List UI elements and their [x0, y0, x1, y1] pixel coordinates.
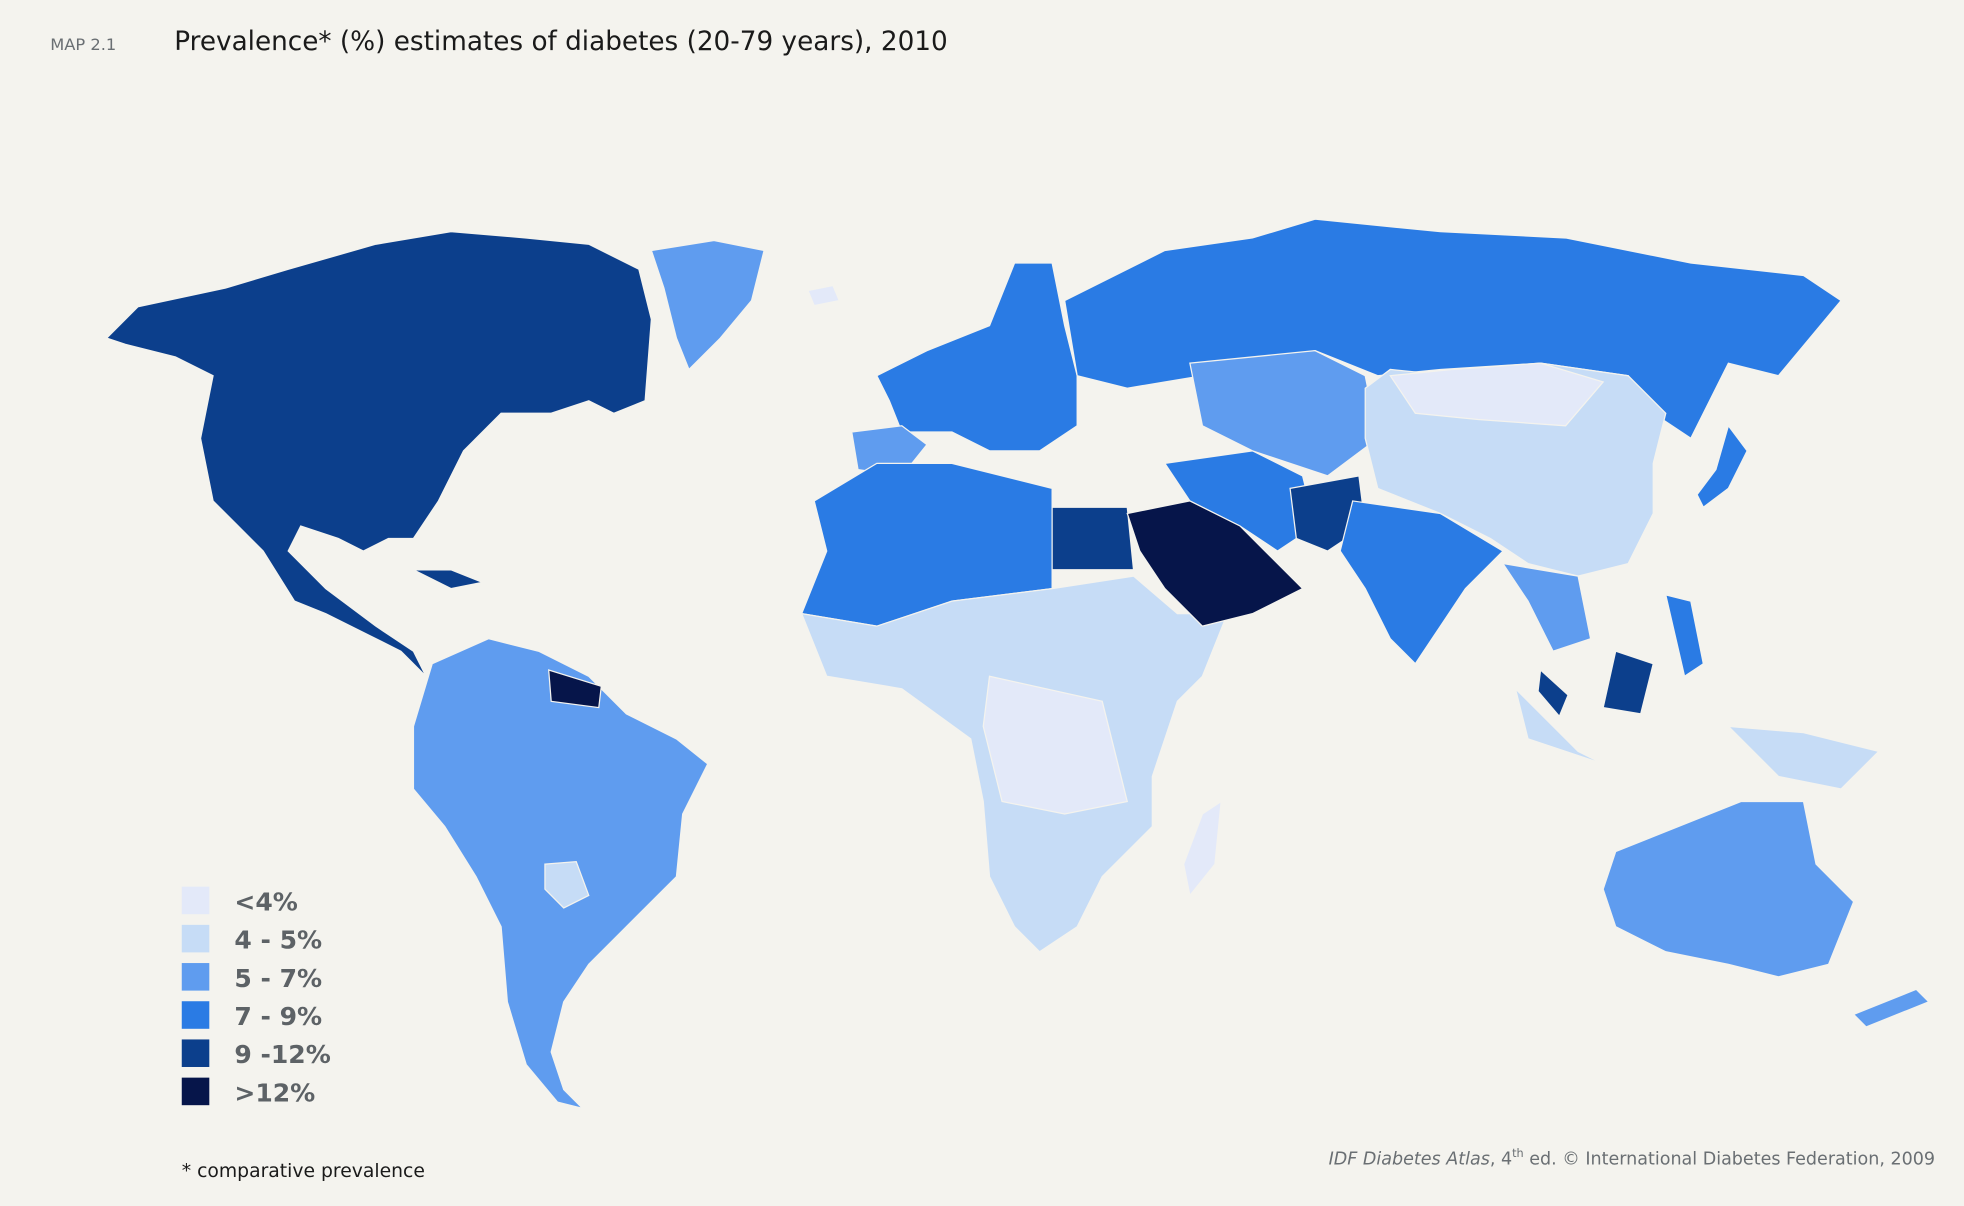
- north-america: [105, 231, 653, 677]
- central-africa: [982, 675, 1129, 815]
- source-edition-suffix: th: [1512, 1147, 1524, 1160]
- borneo: [1602, 650, 1655, 715]
- central-asia: [1189, 350, 1379, 477]
- legend-label: <4%: [234, 887, 297, 916]
- malaysia: [1537, 668, 1569, 718]
- source-publication: IDF Diabetes Atlas: [1329, 1150, 1490, 1170]
- guianas: [547, 669, 602, 709]
- arabia: [1126, 500, 1304, 627]
- legend-label: >12%: [234, 1078, 315, 1107]
- legend: <4% 4 - 5% 5 - 7% 7 - 9% 9 -12% >12%: [181, 886, 331, 1107]
- source-edition: , 4: [1490, 1150, 1512, 1170]
- legend-swatch: [181, 1077, 210, 1106]
- map-title: Prevalence* (%) estimates of diabetes (2…: [174, 27, 948, 57]
- legend-swatch: [181, 1039, 210, 1067]
- footnote: * comparative prevalence: [182, 1161, 425, 1182]
- legend-label: 9 -12%: [234, 1040, 330, 1069]
- iceland: [807, 284, 841, 307]
- philippines: [1664, 594, 1705, 678]
- indonesia: [1514, 686, 1604, 765]
- legend-swatch: [181, 924, 210, 953]
- source: IDF Diabetes Atlas, 4th ed. © Internatio…: [1329, 1147, 1935, 1170]
- new-zealand: [1852, 988, 1930, 1028]
- australia: [1602, 800, 1855, 978]
- legend-swatch: [181, 1001, 210, 1029]
- legend-label: 5 - 7%: [234, 964, 322, 993]
- southeast-asia: [1501, 562, 1592, 652]
- mongolia: [1389, 362, 1605, 427]
- caribbean: [413, 569, 485, 590]
- greenland: [650, 239, 765, 371]
- source-rest: ed. © International Diabetes Federation,…: [1524, 1150, 1935, 1170]
- map-number: MAP 2.1: [50, 35, 116, 54]
- legend-swatch: [181, 963, 210, 991]
- egypt: [1051, 506, 1135, 571]
- new-guinea: [1726, 725, 1880, 790]
- legend-label: 4 - 5%: [234, 926, 322, 955]
- legend-swatch: [181, 886, 210, 915]
- paraguay: [544, 860, 590, 909]
- madagascar: [1182, 800, 1222, 897]
- europe: [875, 262, 1078, 452]
- land-masses: [105, 218, 1930, 1110]
- legend-label: 7 - 9%: [234, 1002, 322, 1031]
- japan: [1696, 424, 1748, 509]
- india: [1339, 500, 1504, 665]
